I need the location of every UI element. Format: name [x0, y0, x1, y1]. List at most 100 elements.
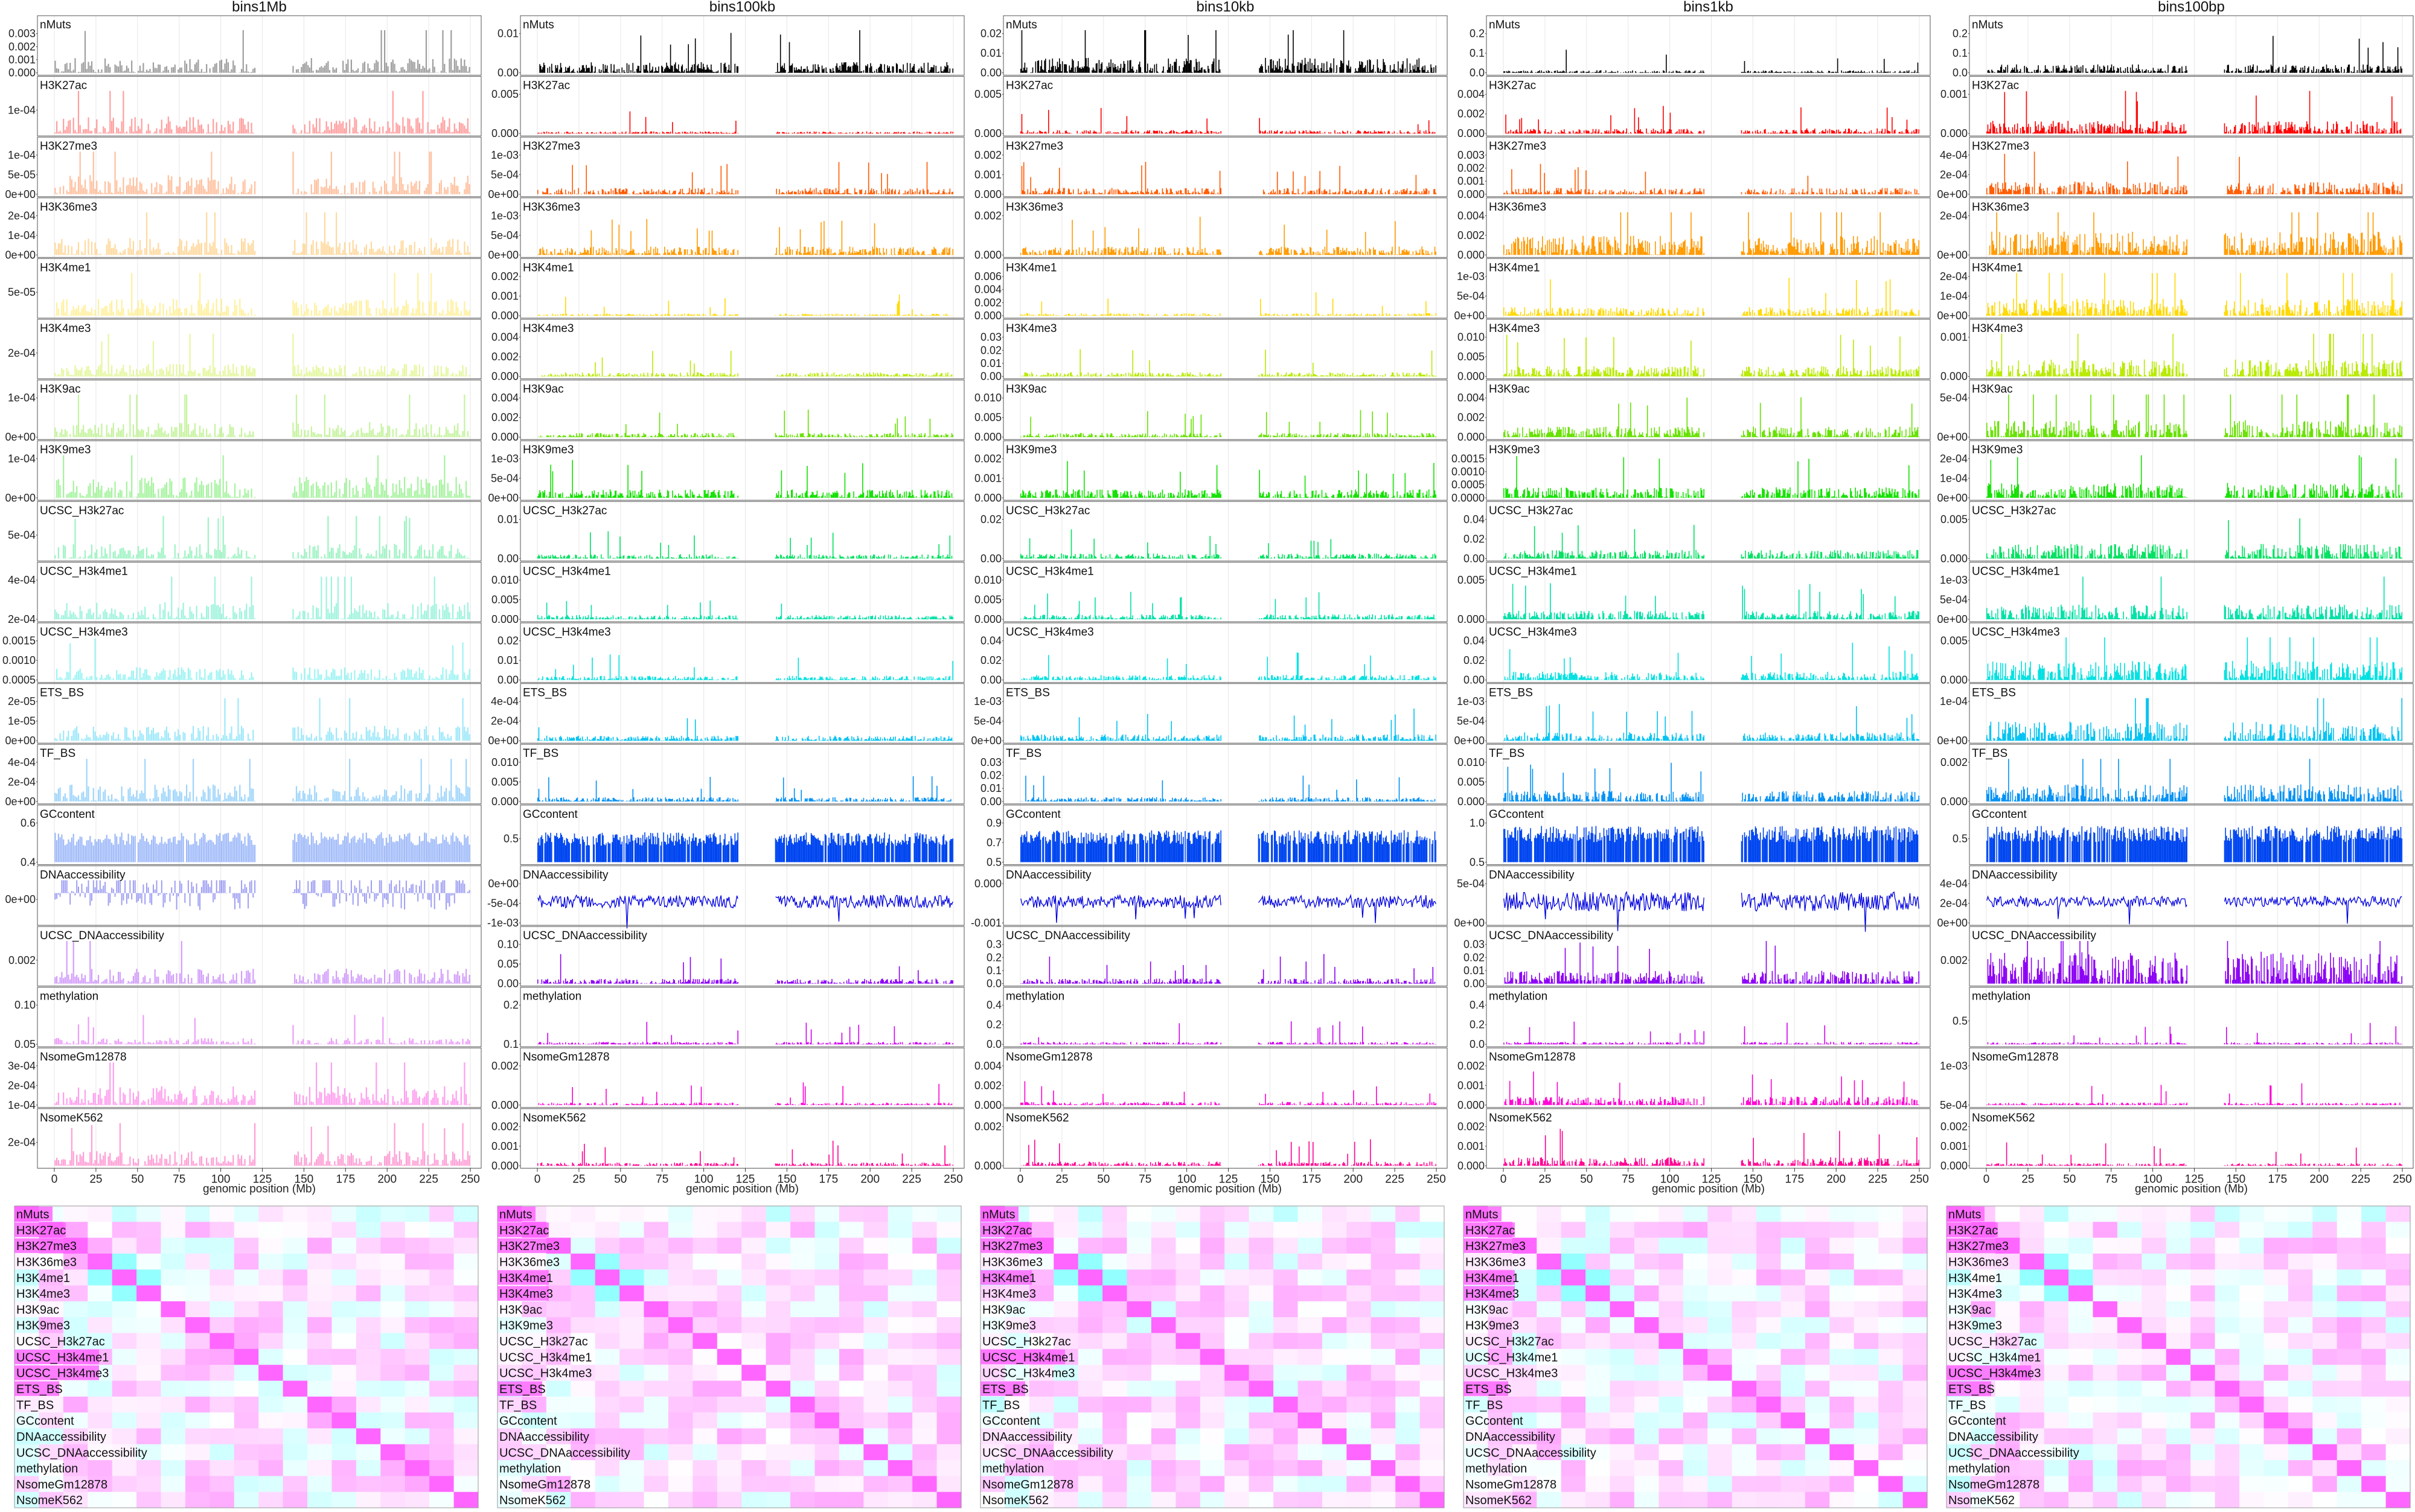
heatmap-cell [1322, 1285, 1347, 1302]
heatmap-cell [1005, 1491, 1030, 1508]
heatmap-cell [380, 1206, 406, 1222]
heatmap-cell [331, 1269, 357, 1286]
heatmap-cell [1707, 1253, 1733, 1270]
xtick-label: 75 [1622, 1173, 1634, 1185]
heatmap-cell [863, 1365, 889, 1382]
heatmap-cell [63, 1396, 88, 1413]
ytick-label: 0e+00 [1454, 310, 1485, 322]
ytick-label: 0.1 [1953, 47, 1968, 59]
heatmap-cell [814, 1460, 840, 1476]
heatmap-cell [644, 1301, 669, 1318]
heatmap-cell [619, 1253, 645, 1270]
ytick-label: 0.2 [987, 951, 1002, 963]
heatmap-label-highlight [1463, 1207, 1502, 1222]
heatmap-cell [380, 1222, 406, 1239]
heatmap-cell [497, 1412, 522, 1429]
heatmap-cell [888, 1333, 913, 1350]
heatmap-cell [1561, 1301, 1586, 1318]
heatmap-cell [1395, 1285, 1421, 1302]
heatmap-cell [522, 1460, 547, 1476]
heatmap-cell [405, 1237, 430, 1254]
heatmap: nMutsH3K27acH3K27me3H3K36me3H3K4me1H3K4m… [497, 1205, 962, 1508]
track-frame [1969, 1047, 2414, 1108]
heatmap-cell [2020, 1222, 2045, 1239]
heatmap-cell [2166, 1365, 2191, 1382]
ytick-label: 0.02 [980, 769, 1002, 781]
heatmap-cell [1780, 1348, 1806, 1365]
heatmap-cell [1151, 1237, 1176, 1254]
track-frame [520, 15, 965, 76]
heatmap-cell [1249, 1428, 1274, 1445]
heatmap-cell [453, 1348, 479, 1365]
heatmap-cell [1995, 1396, 2020, 1413]
heatmap-cell [571, 1380, 596, 1397]
track-frame [1486, 136, 1931, 197]
series-bars [1020, 1021, 1436, 1045]
heatmap-cell [185, 1317, 210, 1334]
ytick-label: 0.00 [980, 796, 1002, 808]
track-label: H3K9me3 [1006, 444, 1057, 456]
track-label: H3K27me3 [1006, 140, 1063, 153]
ytick-label: 0e+00 [5, 893, 36, 905]
heatmap-cell [888, 1491, 913, 1508]
ytick-label: 2e-04 [1940, 898, 1968, 910]
heatmap-cell [258, 1269, 284, 1286]
heatmap-cell [1902, 1317, 1928, 1334]
heatmap-cell [1395, 1412, 1421, 1429]
heatmap-cell [2142, 1380, 2167, 1397]
heatmap-cell [980, 1412, 1005, 1429]
ytick-label: 0.00 [1463, 674, 1485, 686]
ytick-label: 0.010 [1457, 331, 1485, 343]
track-label: H3K9ac [1489, 383, 1530, 396]
heatmap-cell [912, 1269, 938, 1286]
heatmap-cell [2385, 1396, 2411, 1413]
ytick-label: 0.005 [491, 776, 519, 788]
heatmap-label-highlight [980, 1270, 1032, 1285]
heatmap-cell [1346, 1476, 1372, 1493]
heatmap-cell [2263, 1285, 2289, 1302]
heatmap-cell [405, 1333, 430, 1350]
heatmap-label-highlight [14, 1207, 53, 1222]
heatmap-cell [2361, 1476, 2387, 1493]
series-bars [1986, 1083, 2402, 1105]
heatmap-cell [717, 1476, 742, 1493]
heatmap-cell [2093, 1285, 2118, 1302]
heatmap-cell [112, 1285, 137, 1302]
heatmap-cell [1512, 1285, 1537, 1302]
heatmap-cell [1946, 1444, 1971, 1461]
heatmap-cell [1249, 1269, 1274, 1286]
heatmap-cell [258, 1491, 284, 1508]
heatmap-cell [619, 1317, 645, 1334]
heatmap-cell [1054, 1412, 1079, 1429]
ytick-label: 0.002 [974, 149, 1002, 161]
series-bars [538, 351, 953, 377]
heatmap-cell [258, 1428, 284, 1445]
heatmap-cell [912, 1380, 938, 1397]
heatmap-cell [88, 1476, 113, 1493]
track-frame [1969, 440, 2414, 501]
ytick-label: 0.000 [1940, 552, 1968, 564]
heatmap-cell [1585, 1444, 1611, 1461]
heatmap-cell [234, 1476, 259, 1493]
heatmap-cell [1756, 1237, 1782, 1254]
xtick-label: 50 [2063, 1173, 2076, 1185]
heatmap-cell [1537, 1491, 1562, 1508]
track-frame [37, 926, 482, 987]
heatmap-cell [668, 1285, 693, 1302]
heatmap-cell [234, 1269, 259, 1286]
ytick-label: 0.2 [1470, 1019, 1485, 1031]
ytick-label: 0.004 [491, 392, 519, 404]
heatmap-cell [1732, 1348, 1757, 1365]
heatmap-cell [2117, 1301, 2142, 1318]
ytick-label: 0.002 [974, 209, 1002, 222]
heatmap-cell [1054, 1365, 1079, 1382]
heatmap-cell [1249, 1253, 1274, 1270]
ytick-label: 0.010 [491, 574, 519, 586]
heatmap-cell [39, 1317, 64, 1334]
track-label: NsomeGm12878 [1006, 1051, 1093, 1064]
series-bars [537, 162, 953, 194]
heatmap-cell [88, 1491, 113, 1508]
xtick-label: 150 [2227, 1173, 2246, 1185]
